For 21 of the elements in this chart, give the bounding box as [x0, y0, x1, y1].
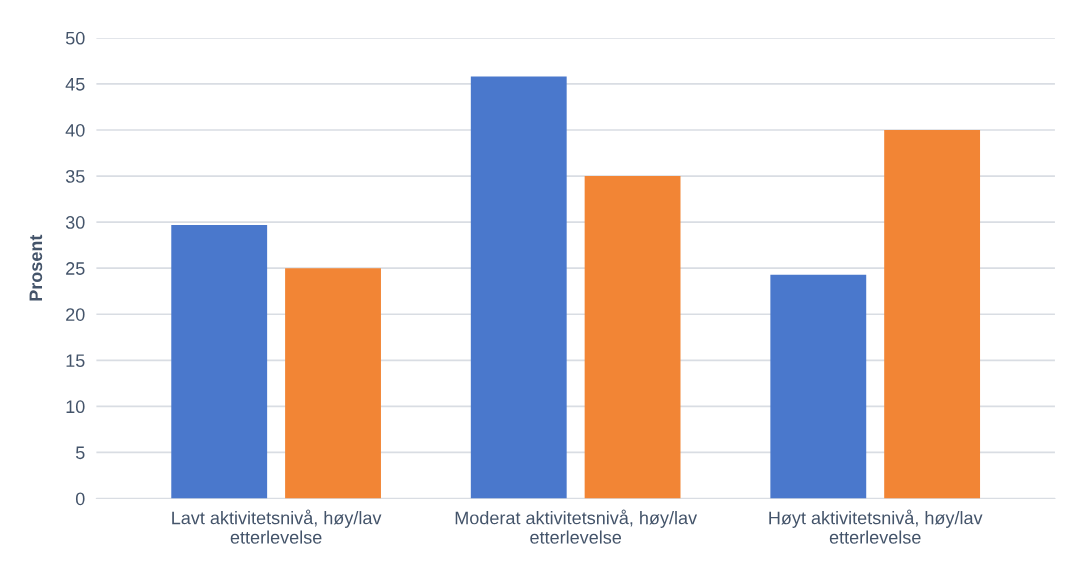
y-axis-title: Prosent	[29, 234, 43, 301]
x-tick-label: Høyt aktivitetsnivå, høy/lav etterlevelse	[769, 509, 983, 544]
bar	[470, 76, 567, 499]
x-tick-label: Lavt aktivitetsnivå, høy/lav etterlevelse	[172, 509, 382, 544]
y-tick-label: 40	[65, 123, 85, 137]
bar	[584, 176, 681, 499]
bar	[171, 224, 268, 499]
y-tick-label: 45	[65, 78, 85, 91]
x-tick-label: Moderat aktivitetsnivå, høy/lav etterlevelse	[455, 509, 698, 544]
y-tick-label: 25	[66, 262, 85, 275]
y-tick-label: 50	[65, 31, 85, 45]
y-tick-label: 35	[65, 170, 85, 183]
bar	[884, 130, 981, 499]
bar	[285, 268, 381, 499]
y-tick-label: 20	[66, 308, 85, 321]
y-tick-label: 0	[75, 492, 85, 506]
bar	[770, 274, 867, 499]
y-tick-label: 5	[75, 446, 85, 460]
y-tick-label: 15	[66, 354, 85, 368]
y-tick-label: 30	[65, 216, 85, 229]
y-tick-label: 10	[66, 400, 85, 414]
